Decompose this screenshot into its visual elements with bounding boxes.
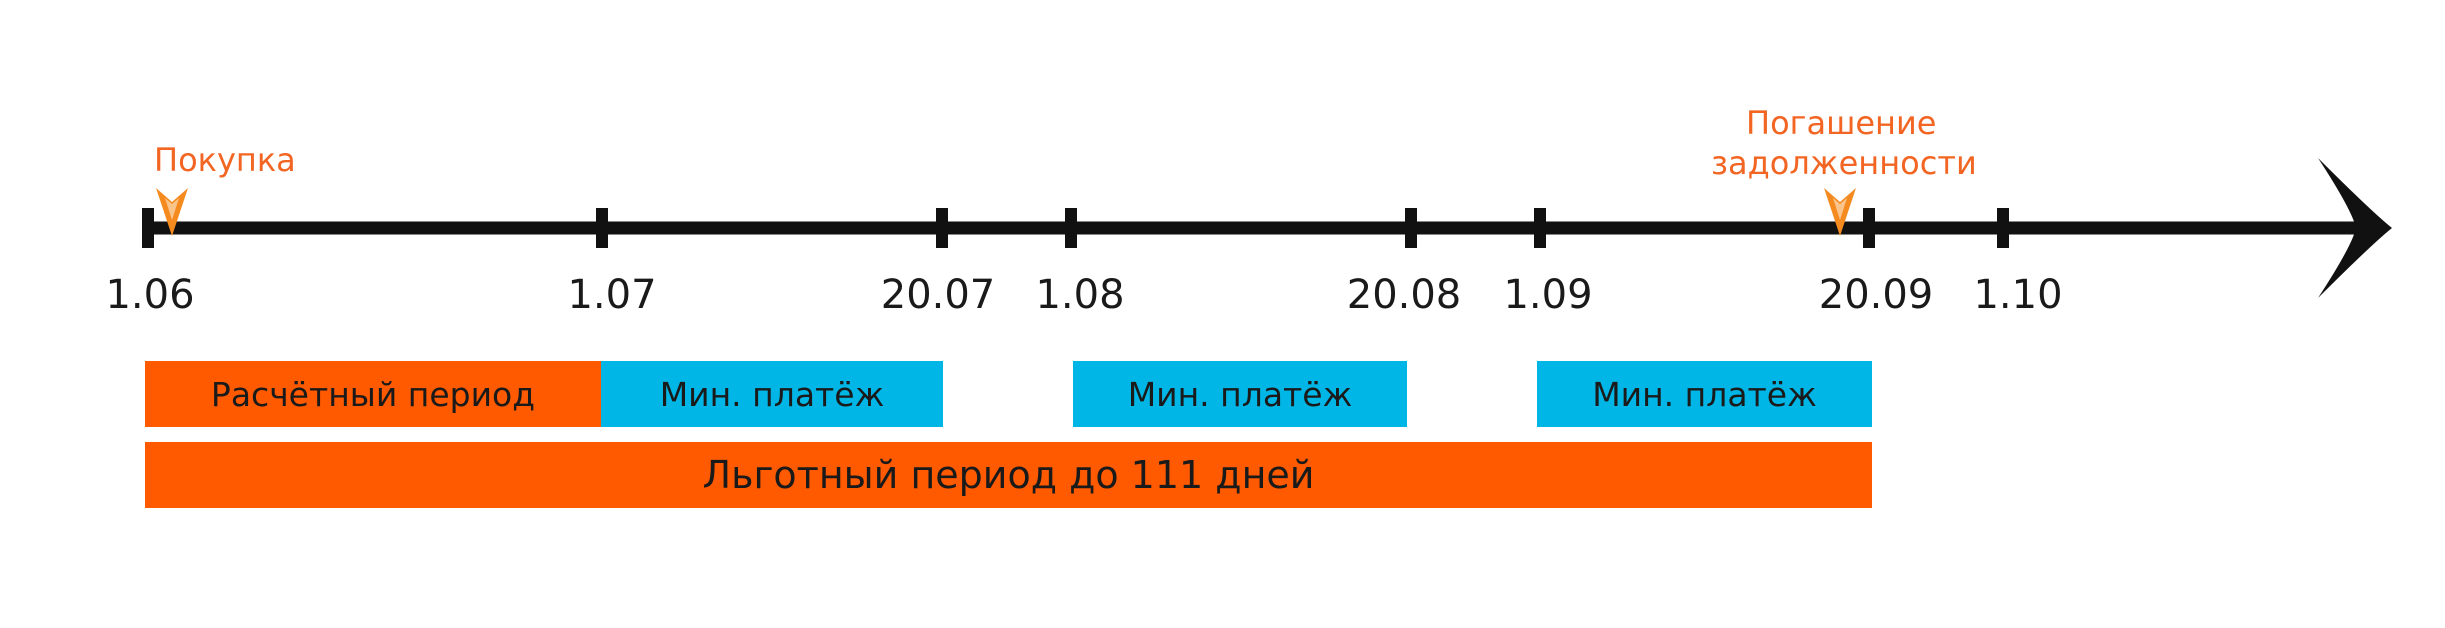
tick-label-1-09: 1.09: [1503, 272, 1593, 318]
tick-label-1-07: 1.07: [567, 272, 657, 318]
tick-label-20-07: 20.07: [880, 272, 996, 318]
min-payment-bar-1: Мин. платёж: [601, 361, 943, 427]
repayment-label-line2: задолженности: [1711, 144, 1977, 182]
tick-mark-20-08: [1405, 208, 1417, 248]
tick-mark-20-07: [936, 208, 948, 248]
tick-label-20-08: 20.08: [1346, 272, 1462, 318]
tick-mark-1-08: [1065, 208, 1077, 248]
tick-mark-1-06: [142, 208, 154, 248]
min-payment-bar-2: Мин. платёж: [1073, 361, 1407, 427]
arrow-head-icon: [2318, 158, 2392, 298]
repayment-label-line1: Погашение: [1746, 104, 1937, 142]
tick-label-1-06: 1.06: [105, 272, 195, 318]
tick-label-1-10: 1.10: [1973, 272, 2063, 318]
purchase-label: Покупка: [154, 141, 296, 179]
tick-mark-20-09: [1863, 208, 1875, 248]
min-payment-bar-3: Мин. платёж: [1537, 361, 1872, 427]
tick-mark-1-10: [1997, 208, 2009, 248]
billing-period-bar: Расчётный период: [145, 361, 601, 427]
tick-label-1-08: 1.08: [1035, 272, 1125, 318]
tick-mark-1-09: [1534, 208, 1546, 248]
tick-label-20-09: 20.09: [1818, 272, 1934, 318]
grace-period-bar: Льготный период до 111 дней: [145, 442, 1872, 508]
tick-mark-1-07: [596, 208, 608, 248]
